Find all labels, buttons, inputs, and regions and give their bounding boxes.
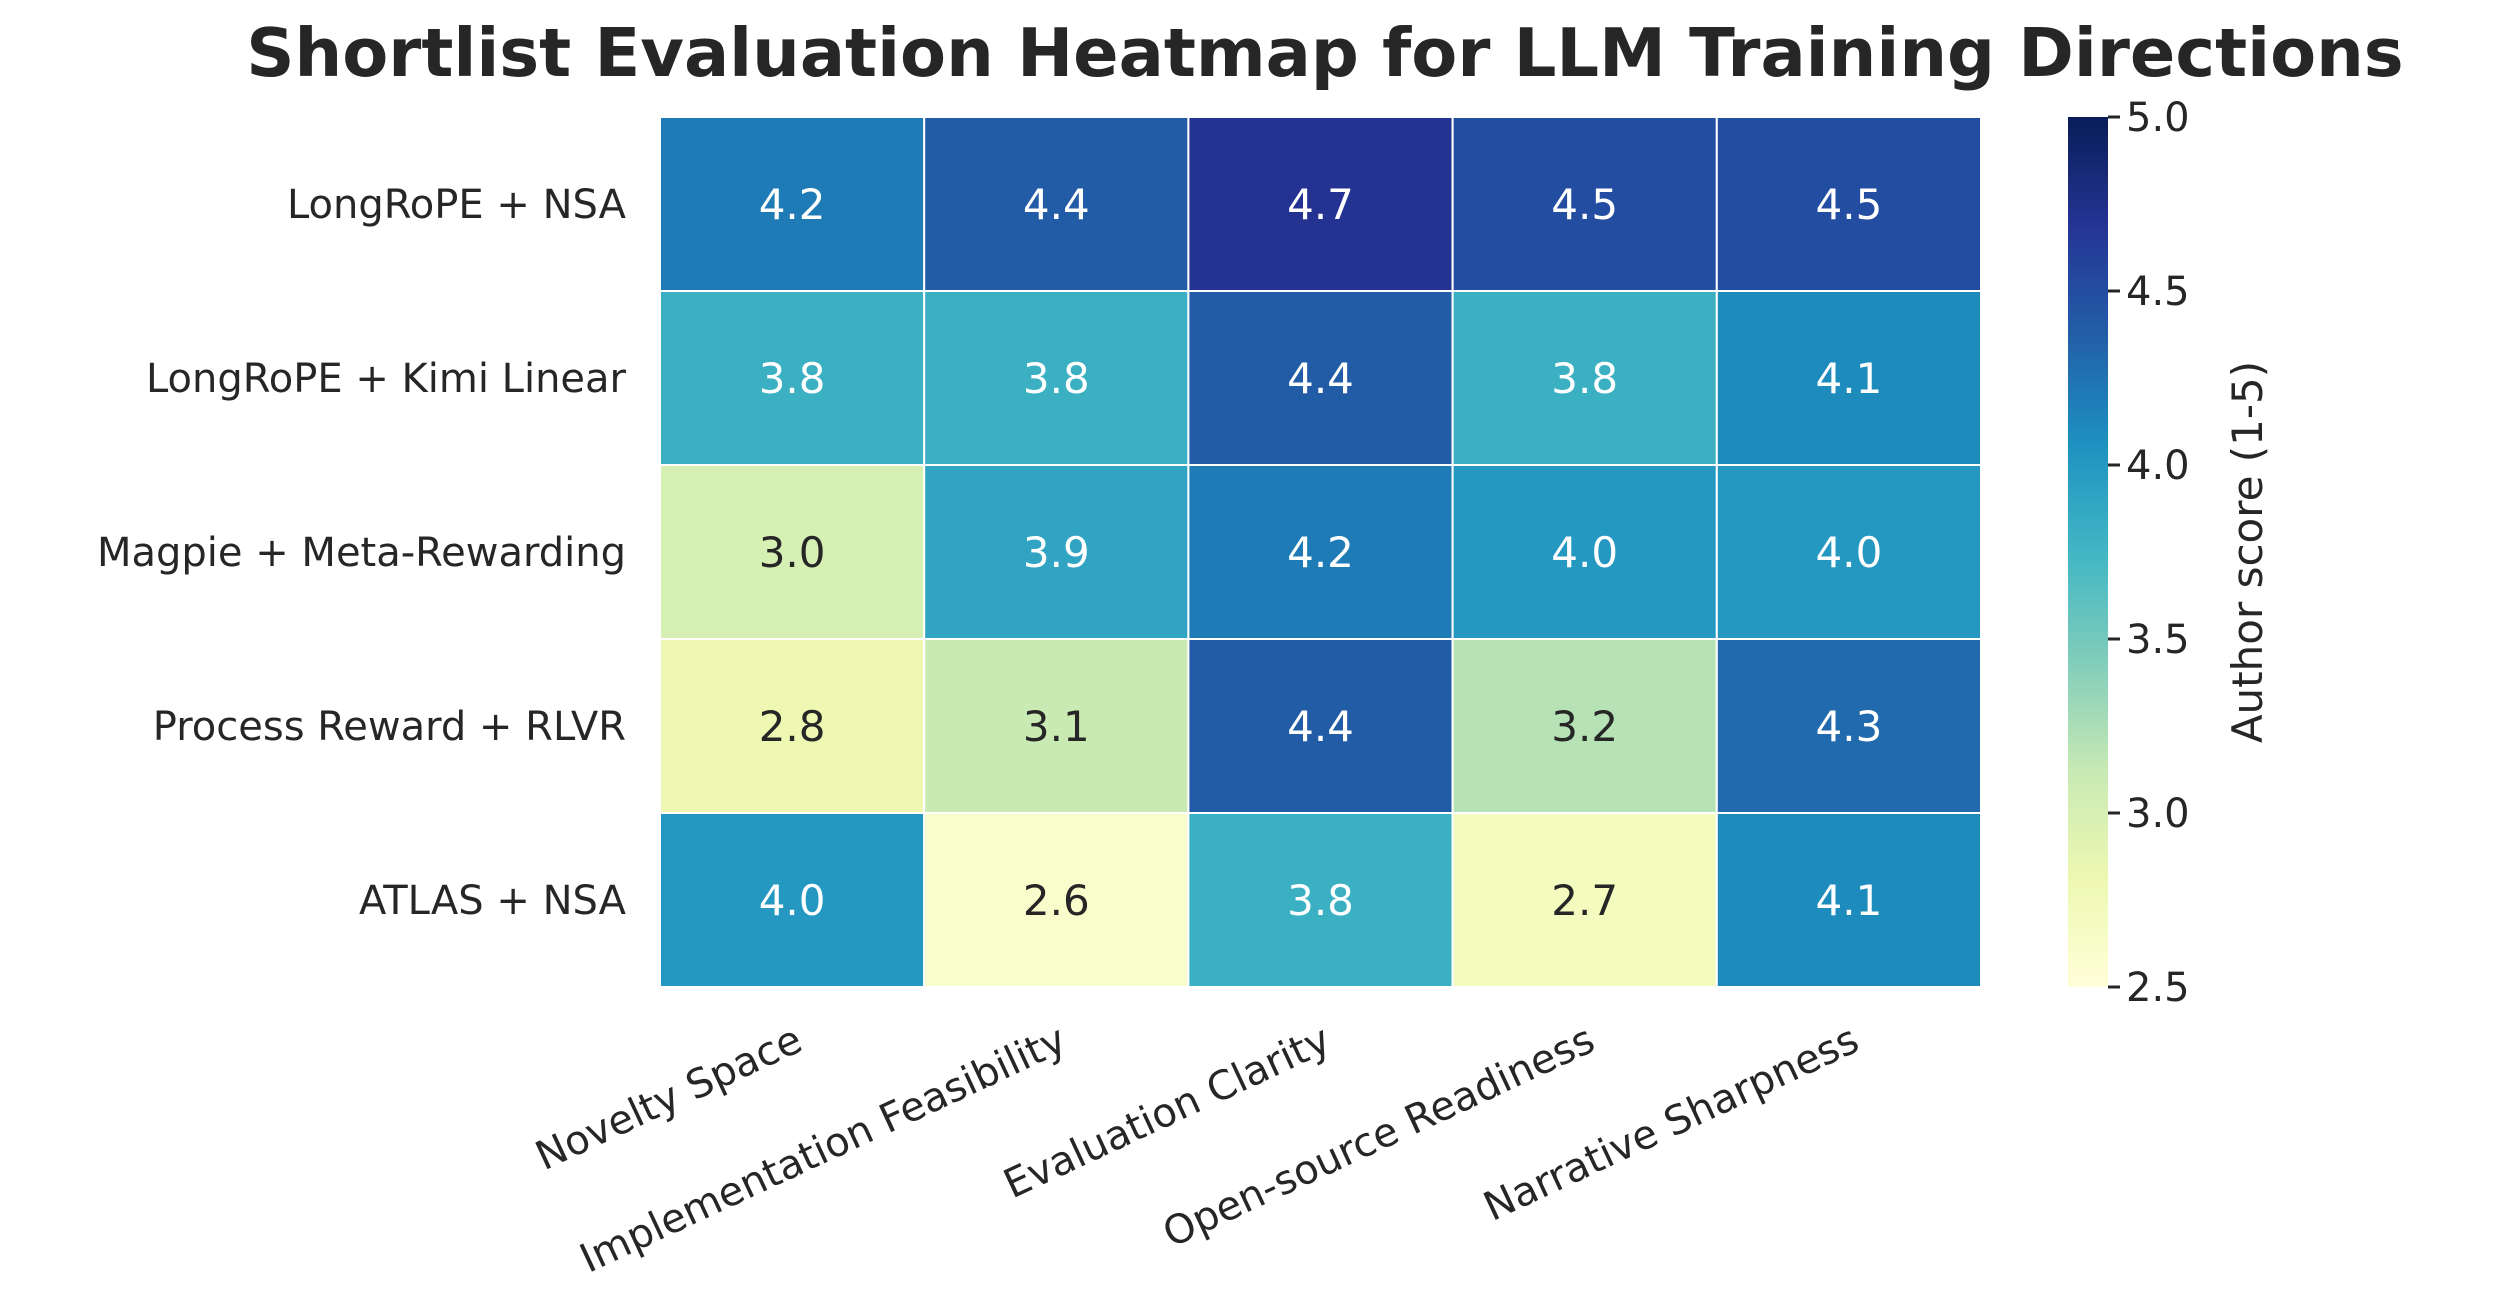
- heatmap-cell: [659, 638, 926, 814]
- chart-title: Shortlist Evaluation Heatmap for LLM Tra…: [246, 14, 2404, 92]
- y-tick-label: Process Reward + RLVR: [153, 704, 626, 750]
- x-tick-label: Implementation Feasibility: [573, 1017, 1073, 1283]
- cell-value-label: 3.1: [1023, 702, 1090, 751]
- cell-value-label: 4.4: [1287, 702, 1354, 751]
- cell-value-label: 4.3: [1816, 702, 1883, 751]
- heatmap-cell: [659, 812, 926, 988]
- cell-value-label: 3.8: [1287, 876, 1354, 925]
- colorbar-tick-label: 3.0: [2126, 791, 2190, 837]
- colorbar-label: Author score (1-5): [2223, 361, 2272, 743]
- cell-value-label: 3.8: [759, 354, 826, 403]
- cell-value-label: 4.0: [1816, 528, 1883, 577]
- cell-value-label: 4.2: [759, 180, 826, 229]
- cell-value-label: 4.4: [1287, 354, 1354, 403]
- heatmap-cell: [1715, 464, 1983, 640]
- heatmap-cell: [1451, 116, 1718, 292]
- cell-value-label: 4.0: [1551, 528, 1618, 577]
- cell-value-label: 3.0: [759, 528, 826, 577]
- heatmap-cell: [1187, 464, 1454, 640]
- colorbar-tick-label: 4.0: [2126, 443, 2190, 489]
- cell-value-label: 4.7: [1287, 180, 1354, 229]
- heatmap-cell: [1715, 290, 1983, 466]
- heatmap-cell: [1451, 464, 1718, 640]
- cell-value-label: 3.8: [1023, 354, 1090, 403]
- y-tick-label: LongRoPE + Kimi Linear: [146, 356, 627, 402]
- cell-value-label: 4.2: [1287, 528, 1354, 577]
- heatmap-cell: [1451, 812, 1718, 988]
- colorbar-tick-label: 3.5: [2126, 617, 2190, 663]
- y-tick-label: LongRoPE + NSA: [287, 182, 627, 228]
- heatmap-cell: [923, 812, 1190, 988]
- heatmap-cell: [1187, 638, 1454, 814]
- cell-value-label: 4.1: [1816, 876, 1883, 925]
- cell-value-label: 4.5: [1816, 180, 1883, 229]
- heatmap-cell: [1451, 290, 1718, 466]
- heatmap-cell: [659, 116, 926, 292]
- heatmap-cell: [1715, 812, 1983, 988]
- x-tick-label: Open-source Readiness: [1156, 1017, 1601, 1257]
- cell-value-label: 4.0: [759, 876, 826, 925]
- heatmap-cell: [1715, 638, 1983, 814]
- heatmap-cell: [923, 116, 1190, 292]
- cell-value-label: 2.6: [1023, 876, 1090, 925]
- cell-value-label: 2.7: [1551, 876, 1618, 925]
- heatmap-cell: [923, 290, 1190, 466]
- y-tick-label: Magpie + Meta-Rewarding: [97, 530, 626, 576]
- colorbar-tick-label: 2.5: [2126, 965, 2190, 1011]
- heatmap-cell: [923, 464, 1190, 640]
- y-tick-label: ATLAS + NSA: [359, 878, 627, 924]
- colorbar: [2068, 117, 2108, 987]
- cell-value-label: 4.1: [1816, 354, 1883, 403]
- cell-value-label: 4.5: [1551, 180, 1618, 229]
- cell-value-label: 3.8: [1551, 354, 1618, 403]
- cell-value-label: 3.2: [1551, 702, 1618, 751]
- cell-value-label: 2.8: [759, 702, 826, 751]
- colorbar-tick-label: 4.5: [2126, 269, 2190, 315]
- colorbar-tick-label: 5.0: [2126, 95, 2190, 141]
- heatmap-cell: [1451, 638, 1718, 814]
- cell-value-label: 3.9: [1023, 528, 1090, 577]
- heatmap-cell: [1187, 116, 1454, 292]
- heatmap-cell: [1187, 290, 1454, 466]
- heatmap-cell: [1187, 812, 1454, 988]
- heatmap-cell: [923, 638, 1190, 814]
- cell-value-label: 4.4: [1023, 180, 1090, 229]
